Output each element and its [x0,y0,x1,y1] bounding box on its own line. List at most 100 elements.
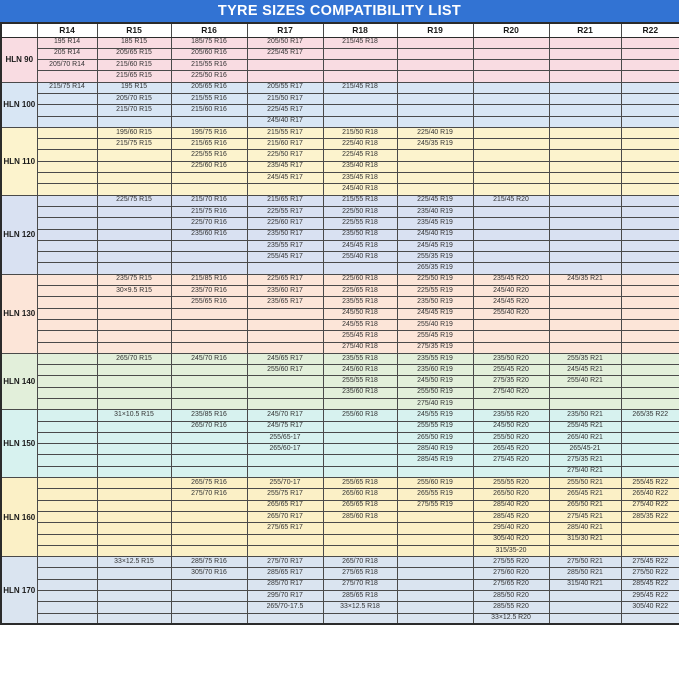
tyre-size-cell [36,217,98,230]
group-label-hln-160: HLN 160 [0,477,38,558]
tyre-size-cell [170,522,248,535]
tyre-size-cell [96,205,172,219]
tyre-size-cell [396,149,474,162]
tyre-size-cell: 275/35 R19 [396,341,474,354]
tyre-size-cell: 255/50 R20 [472,431,550,445]
tyre-size-cell: 215/45 R18 [322,81,398,94]
tyre-size-cell [620,228,679,241]
tyre-size-cell [96,510,172,524]
tyre-size-cell: 215/60 R17 [246,138,324,151]
tyre-size-cell: 235/55 R17 [246,239,324,253]
tyre-size-cell: 245/40 R19 [396,228,474,241]
tyre-size-cell: 265/70 R18 [322,556,398,569]
tyre-size-cell [170,601,248,614]
tyre-size-cell: 285/65 R18 [322,590,398,603]
tyre-size-cell: 255/65-17 [246,431,324,445]
tyre-size-cell [170,364,248,377]
tyre-size-cell: 195 R15 [96,81,172,94]
tyre-size-cell: 245/45 R20 [472,296,550,309]
tyre-size-cell [548,126,622,140]
tyre-size-cell: 245/40 R18 [322,183,398,196]
tyre-size-cell: 245/45 R19 [396,307,474,320]
tyre-size-cell [396,70,474,83]
tyre-size-cell [170,251,248,264]
tyre-size-cell [170,578,248,592]
table-row: 235/60 R18 255/50 R19 275/40 R20 [1,386,679,400]
tyre-size-cell [322,443,398,456]
tyre-size-cell [36,477,98,490]
column-header-r18: R18 [322,22,398,38]
tyre-size-cell: 245/60 R18 [322,364,398,377]
table-row: 265/35 R19 [1,262,679,275]
table-row: 215/65 R15 225/50 R16 [1,70,679,83]
tyre-size-cell [36,104,98,117]
tyre-size-cell: 255/35 R21 [548,352,622,366]
tyre-size-cell: 225/45 R17 [246,47,324,61]
tyre-size-cell: 255/60 R18 [322,409,398,422]
tyre-size-cell: 235/65 R17 [246,296,324,309]
tyre-size-cell [620,59,679,72]
tyre-size-cell [322,59,398,72]
tyre-size-cell [36,318,98,332]
tyre-size-cell: 235/50 R17 [246,228,324,241]
tyre-size-cell [620,115,679,128]
tyre-size-cell: 275/45 R22 [620,556,679,569]
tyre-size-cell [246,307,324,320]
tyre-size-cell: 275/70 R16 [170,488,248,501]
table-row: 275/40 R19 [1,397,679,411]
tyre-size-cell: 265/45 R20 [472,443,550,456]
tyre-size-cell: 225/50 R16 [170,70,248,83]
tyre-size-cell [170,239,248,253]
tyre-size-cell [36,126,98,140]
tyre-size-cell [322,115,398,128]
tyre-size-cell: 265/65 R17 [246,499,324,512]
tyre-size-cell: 285/55 R20 [472,601,550,614]
tyre-size-cell [36,590,98,603]
column-header-r17: R17 [246,22,324,38]
tyre-size-cell [36,183,98,196]
tyre-size-cell: 275/65 R17 [246,522,324,535]
tyre-size-cell [246,375,324,388]
tyre-size-cell: 265/50 R19 [396,431,474,445]
tyre-size-cell [170,510,248,524]
table-row: 245/40 R17 [1,115,679,128]
column-header-r15: R15 [96,22,172,38]
tyre-size-cell: 245/45 R17 [246,172,324,185]
tyre-size-cell: 245/75 R17 [246,420,324,433]
tyre-size-cell [170,454,248,467]
column-header-r21: R21 [548,22,622,38]
tyre-size-cell [396,47,474,61]
tyre-size-cell: 235/55 R20 [472,409,550,422]
tyre-size-cell: 235/60 R18 [322,386,398,400]
tyre-size-cell: 235/75 R15 [96,273,172,287]
tyre-size-cell [96,262,172,275]
tyre-size-cell [96,443,172,456]
tyre-size-cell: 205/50 R17 [246,36,324,49]
tyre-size-cell [548,590,622,603]
tyre-size-cell: 265/55 R19 [396,488,474,501]
tyre-size-cell [472,341,550,354]
tyre-size-cell [548,318,622,332]
tyre-size-cell [322,544,398,558]
tyre-size-cell [96,397,172,411]
tyre-size-cell: 315/30 R21 [548,533,622,546]
tyre-size-cell [36,172,98,185]
tyre-size-cell: 245/35 R21 [548,273,622,287]
tyre-size-cell [36,296,98,309]
tyre-size-cell [548,138,622,151]
tyre-size-cell [96,318,172,332]
tyre-size-cell [620,183,679,196]
tyre-size-cell: 265/50 R20 [472,488,550,501]
tyre-size-cell: 295/45 R22 [620,590,679,603]
tyre-size-cell [36,567,98,580]
tyre-size-cell [620,36,679,49]
tyre-size-cell [170,612,248,625]
tyre-size-cell [620,454,679,467]
tyre-size-cell [36,397,98,411]
tyre-size-cell [170,307,248,320]
tyre-size-cell [36,544,98,558]
tyre-size-cell [620,70,679,83]
tyre-size-cell [96,115,172,128]
tyre-size-cell: 235/60 R17 [246,285,324,298]
tyre-size-cell: 255/40 R18 [322,251,398,264]
